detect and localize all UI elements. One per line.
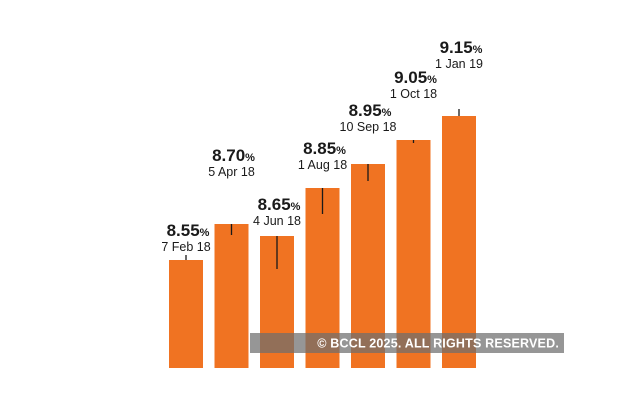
date-label-6: 1 Oct 18	[390, 87, 437, 101]
date-label-3: 4 Jun 18	[253, 214, 301, 228]
copyright-watermark: © BCCL 2025. ALL RIGHTS RESERVED.	[250, 333, 564, 353]
bar-7	[442, 116, 476, 368]
value-label-1: 8.55%	[167, 221, 210, 240]
value-label-5: 8.95%	[349, 101, 392, 120]
value-label-7: 9.15%	[440, 38, 483, 57]
date-label-2: 5 Apr 18	[208, 165, 255, 179]
value-label-2: 8.70%	[212, 146, 255, 165]
labels-layer: 8.55%7 Feb 18 8.70%5 Apr 18 8.65%4 Jun 18 8…	[161, 38, 483, 269]
date-label-1: 7 Feb 18	[161, 240, 210, 254]
bar-1	[169, 260, 203, 368]
bar-6	[396, 140, 431, 368]
value-label-6: 9.05%	[394, 68, 437, 87]
value-label-3: 8.65%	[258, 195, 301, 214]
date-label-7: 1 Jan 19	[435, 57, 483, 71]
watermark-band	[250, 333, 564, 353]
bar-2	[214, 224, 249, 368]
watermark-text: © BCCL 2025. ALL RIGHTS RESERVED.	[317, 337, 559, 351]
date-label-5: 10 Sep 18	[340, 120, 397, 134]
value-label-4: 8.85%	[303, 139, 346, 158]
date-label-4: 1 Aug 18	[298, 158, 347, 172]
